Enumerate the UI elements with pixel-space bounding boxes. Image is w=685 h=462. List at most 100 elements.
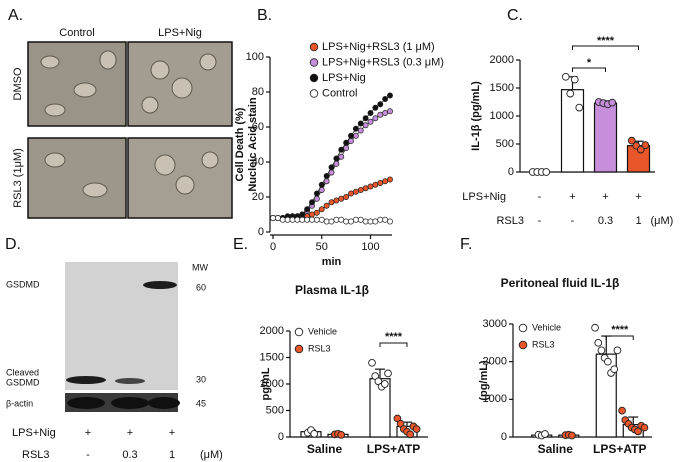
data-point	[357, 216, 364, 223]
y-tick-label: 0	[508, 166, 514, 178]
panel-letter: F.	[460, 236, 472, 253]
data-point	[387, 176, 393, 183]
data-point	[362, 218, 369, 225]
cell	[199, 53, 217, 71]
cell	[44, 103, 66, 117]
data-point	[352, 188, 359, 195]
legend-label: RSL3	[532, 339, 555, 349]
blot-band	[143, 281, 177, 289]
y-tick-label: 1000	[483, 393, 507, 405]
data-point	[618, 406, 626, 415]
data-point	[372, 115, 379, 122]
y-tick-label: 40	[252, 156, 264, 168]
mw-label: 60	[196, 282, 206, 292]
y-tick-label: 60	[252, 121, 264, 133]
condition-label: -	[86, 449, 90, 461]
data-point	[284, 216, 291, 223]
data-point	[348, 190, 354, 197]
data-point	[636, 145, 645, 154]
data-point	[362, 115, 369, 122]
data-point	[610, 365, 619, 374]
data-point	[640, 423, 649, 432]
significance-label: ****	[597, 35, 615, 47]
data-point	[608, 98, 617, 107]
mw-label: 30	[196, 374, 206, 384]
significance-label: *	[587, 57, 592, 69]
y-axis-label: (pg/mL)	[478, 360, 490, 401]
data-point	[333, 155, 340, 162]
data-point	[541, 430, 549, 438]
condition-label: -	[571, 215, 575, 227]
data-point	[333, 216, 340, 223]
data-point	[362, 122, 369, 129]
data-point	[343, 194, 350, 200]
bar	[593, 102, 618, 173]
blot-band	[115, 378, 145, 384]
condition-label: +	[569, 191, 575, 203]
cell	[99, 50, 117, 70]
legend-marker	[309, 73, 319, 83]
band-label: β-actin	[6, 398, 33, 408]
significance-label: ****	[385, 331, 403, 343]
data-point	[382, 178, 389, 185]
condition-label: 1	[169, 449, 175, 461]
cell	[44, 152, 66, 168]
condition-label: 1	[635, 215, 641, 227]
data-point	[627, 136, 636, 145]
data-point	[387, 108, 393, 115]
y-tick-label: 100	[246, 51, 264, 63]
data-point	[368, 358, 376, 367]
y-tick-label: 80	[252, 86, 264, 98]
panel-letter: E.	[233, 236, 248, 253]
data-point	[591, 323, 599, 332]
y-tick-label: 1000	[490, 110, 514, 122]
y-tick-label: 500	[496, 138, 514, 150]
bar	[560, 89, 585, 173]
legend-marker	[309, 89, 319, 98]
y-tick-label: 1500	[260, 351, 284, 363]
data-point	[318, 206, 325, 213]
row-label: DMSO	[12, 67, 24, 100]
data-point	[299, 211, 306, 218]
data-point	[352, 132, 359, 139]
data-point	[328, 164, 335, 171]
column-label: LPS+Nig	[158, 27, 202, 39]
data-point	[362, 185, 369, 192]
band-label: GSDMD	[6, 279, 40, 289]
data-point	[641, 141, 650, 149]
data-point	[313, 190, 320, 197]
data-point	[309, 216, 315, 223]
data-point	[357, 187, 364, 193]
y-axis-label: Nucleic Acid stain	[247, 97, 259, 192]
data-point	[406, 430, 415, 439]
data-point	[372, 104, 379, 111]
x-tick-label: Saline	[538, 442, 574, 456]
data-point	[542, 168, 551, 176]
data-point	[372, 218, 379, 225]
condition-label: +	[127, 427, 133, 439]
chart-title: Peritoneal fluid IL-1β	[501, 276, 620, 290]
data-point	[387, 92, 393, 99]
data-point	[594, 338, 603, 347]
data-point	[570, 75, 579, 84]
data-point	[274, 215, 281, 221]
y-axis-label: Cell Death (%)	[234, 107, 246, 181]
data-point	[377, 111, 384, 118]
data-point	[377, 101, 384, 108]
condition-unit: (μM)	[651, 215, 674, 227]
blot-band	[148, 397, 180, 409]
cell	[175, 175, 195, 195]
y-tick-label: 0	[278, 431, 284, 443]
y-tick-label: 1000	[260, 378, 284, 390]
data-point	[568, 431, 576, 440]
condition-name: LPS+Nig	[462, 191, 506, 203]
data-point	[575, 103, 584, 112]
condition-label: +	[169, 427, 175, 439]
x-tick-label: LPS+ATP	[593, 442, 646, 456]
legend-label: LPS+Nig+RSL3 (0.3 μM)	[322, 56, 444, 68]
data-point	[304, 206, 311, 213]
data-point	[380, 380, 389, 388]
mw-label: 45	[196, 398, 206, 408]
legend-label: RSL3	[308, 343, 331, 353]
